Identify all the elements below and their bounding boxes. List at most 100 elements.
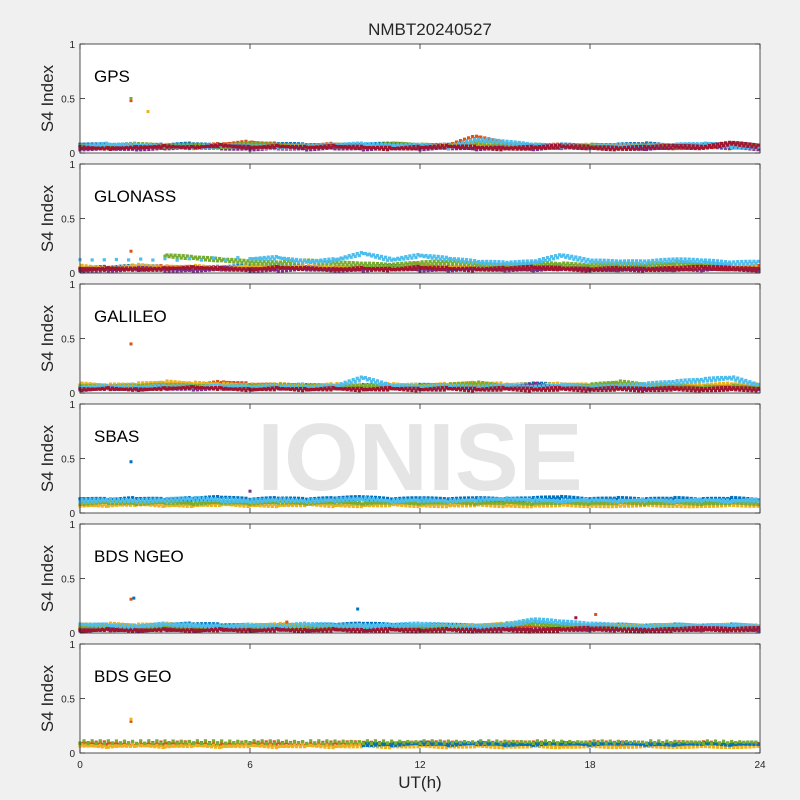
data-point: [671, 265, 675, 270]
data-point: [723, 260, 728, 264]
data-point: [296, 260, 301, 264]
data-point: [580, 146, 584, 151]
data-point: [408, 145, 412, 149]
data-point: [422, 266, 426, 270]
data-point: [610, 259, 614, 263]
data-point: [276, 269, 280, 273]
data-point: [685, 144, 689, 148]
data-point: [590, 145, 594, 149]
data-point: [398, 264, 402, 268]
data-point: [596, 264, 600, 268]
data-point: [624, 147, 629, 151]
data-point: [750, 143, 754, 147]
data-point: [341, 257, 345, 261]
data-point: [462, 137, 467, 141]
data-point: [446, 144, 450, 149]
data-point: [699, 264, 703, 269]
data-point: [717, 263, 722, 268]
data-point: [284, 266, 289, 270]
data-point: [106, 142, 110, 146]
data-point: [501, 145, 505, 149]
data-point: [503, 145, 507, 149]
data-point: [673, 145, 677, 149]
data-point: [408, 267, 412, 271]
data-point: [553, 143, 558, 147]
data-point: [507, 142, 511, 146]
data-point: [323, 144, 327, 148]
data-point: [94, 146, 98, 150]
data-point: [390, 264, 394, 269]
data-point: [412, 265, 416, 269]
data-point: [533, 259, 537, 263]
data-point: [179, 145, 183, 149]
data-point: [151, 147, 155, 151]
data-point: [333, 267, 337, 272]
data-point: [296, 267, 301, 271]
data-point: [216, 141, 220, 146]
data-point: [139, 257, 143, 261]
data-point: [396, 146, 400, 150]
data-point: [262, 141, 266, 146]
data-point: [535, 146, 539, 150]
data-point: [280, 265, 284, 270]
data-point: [260, 265, 264, 269]
data-point: [721, 262, 726, 266]
data-point: [179, 269, 183, 273]
data-point: [736, 141, 740, 145]
data-point: [359, 250, 363, 255]
data-point: [503, 147, 507, 151]
data-point: [301, 261, 305, 265]
data-point: [450, 262, 454, 266]
data-point: [343, 142, 347, 146]
data-point: [679, 260, 683, 264]
data-point: [272, 262, 276, 266]
data-point: [448, 266, 452, 271]
data-point: [614, 143, 618, 147]
data-point: [481, 137, 485, 141]
data-point: [529, 264, 533, 268]
data-point: [262, 266, 266, 270]
data-point: [155, 145, 159, 149]
data-point: [473, 137, 477, 141]
data-point: [699, 262, 703, 266]
data-point: [341, 145, 345, 149]
data-point: [746, 146, 750, 150]
data-point: [523, 144, 527, 148]
data-point: [135, 148, 139, 152]
data-point: [406, 147, 410, 151]
data-point: [268, 262, 272, 266]
data-point: [475, 148, 479, 152]
data-point: [671, 261, 675, 265]
data-point: [268, 145, 272, 150]
data-point: [428, 254, 432, 258]
data-point: [301, 143, 305, 147]
data-point: [487, 268, 491, 272]
data-point: [412, 145, 416, 149]
data-point: [118, 267, 123, 271]
data-point: [630, 143, 635, 147]
data-point: [179, 266, 183, 270]
data-point: [541, 144, 546, 148]
data-point: [173, 266, 177, 270]
data-point: [590, 267, 594, 271]
data-point: [491, 147, 495, 151]
data-point: [499, 141, 503, 145]
data-point: [357, 146, 361, 151]
data-point: [533, 262, 537, 266]
data-point: [730, 267, 734, 272]
data-point: [438, 267, 442, 272]
data-point: [82, 269, 86, 273]
data-point: [574, 144, 578, 148]
data-point: [661, 263, 665, 267]
data-point: [487, 137, 491, 141]
data-point: [446, 257, 450, 261]
data-point: [183, 266, 187, 271]
data-point: [683, 265, 687, 269]
data-point: [213, 256, 218, 260]
data-point: [707, 258, 712, 262]
data-point: [582, 144, 586, 148]
data-point: [367, 142, 372, 146]
data-point: [307, 260, 311, 264]
data-point: [432, 267, 436, 271]
data-point: [657, 268, 661, 273]
